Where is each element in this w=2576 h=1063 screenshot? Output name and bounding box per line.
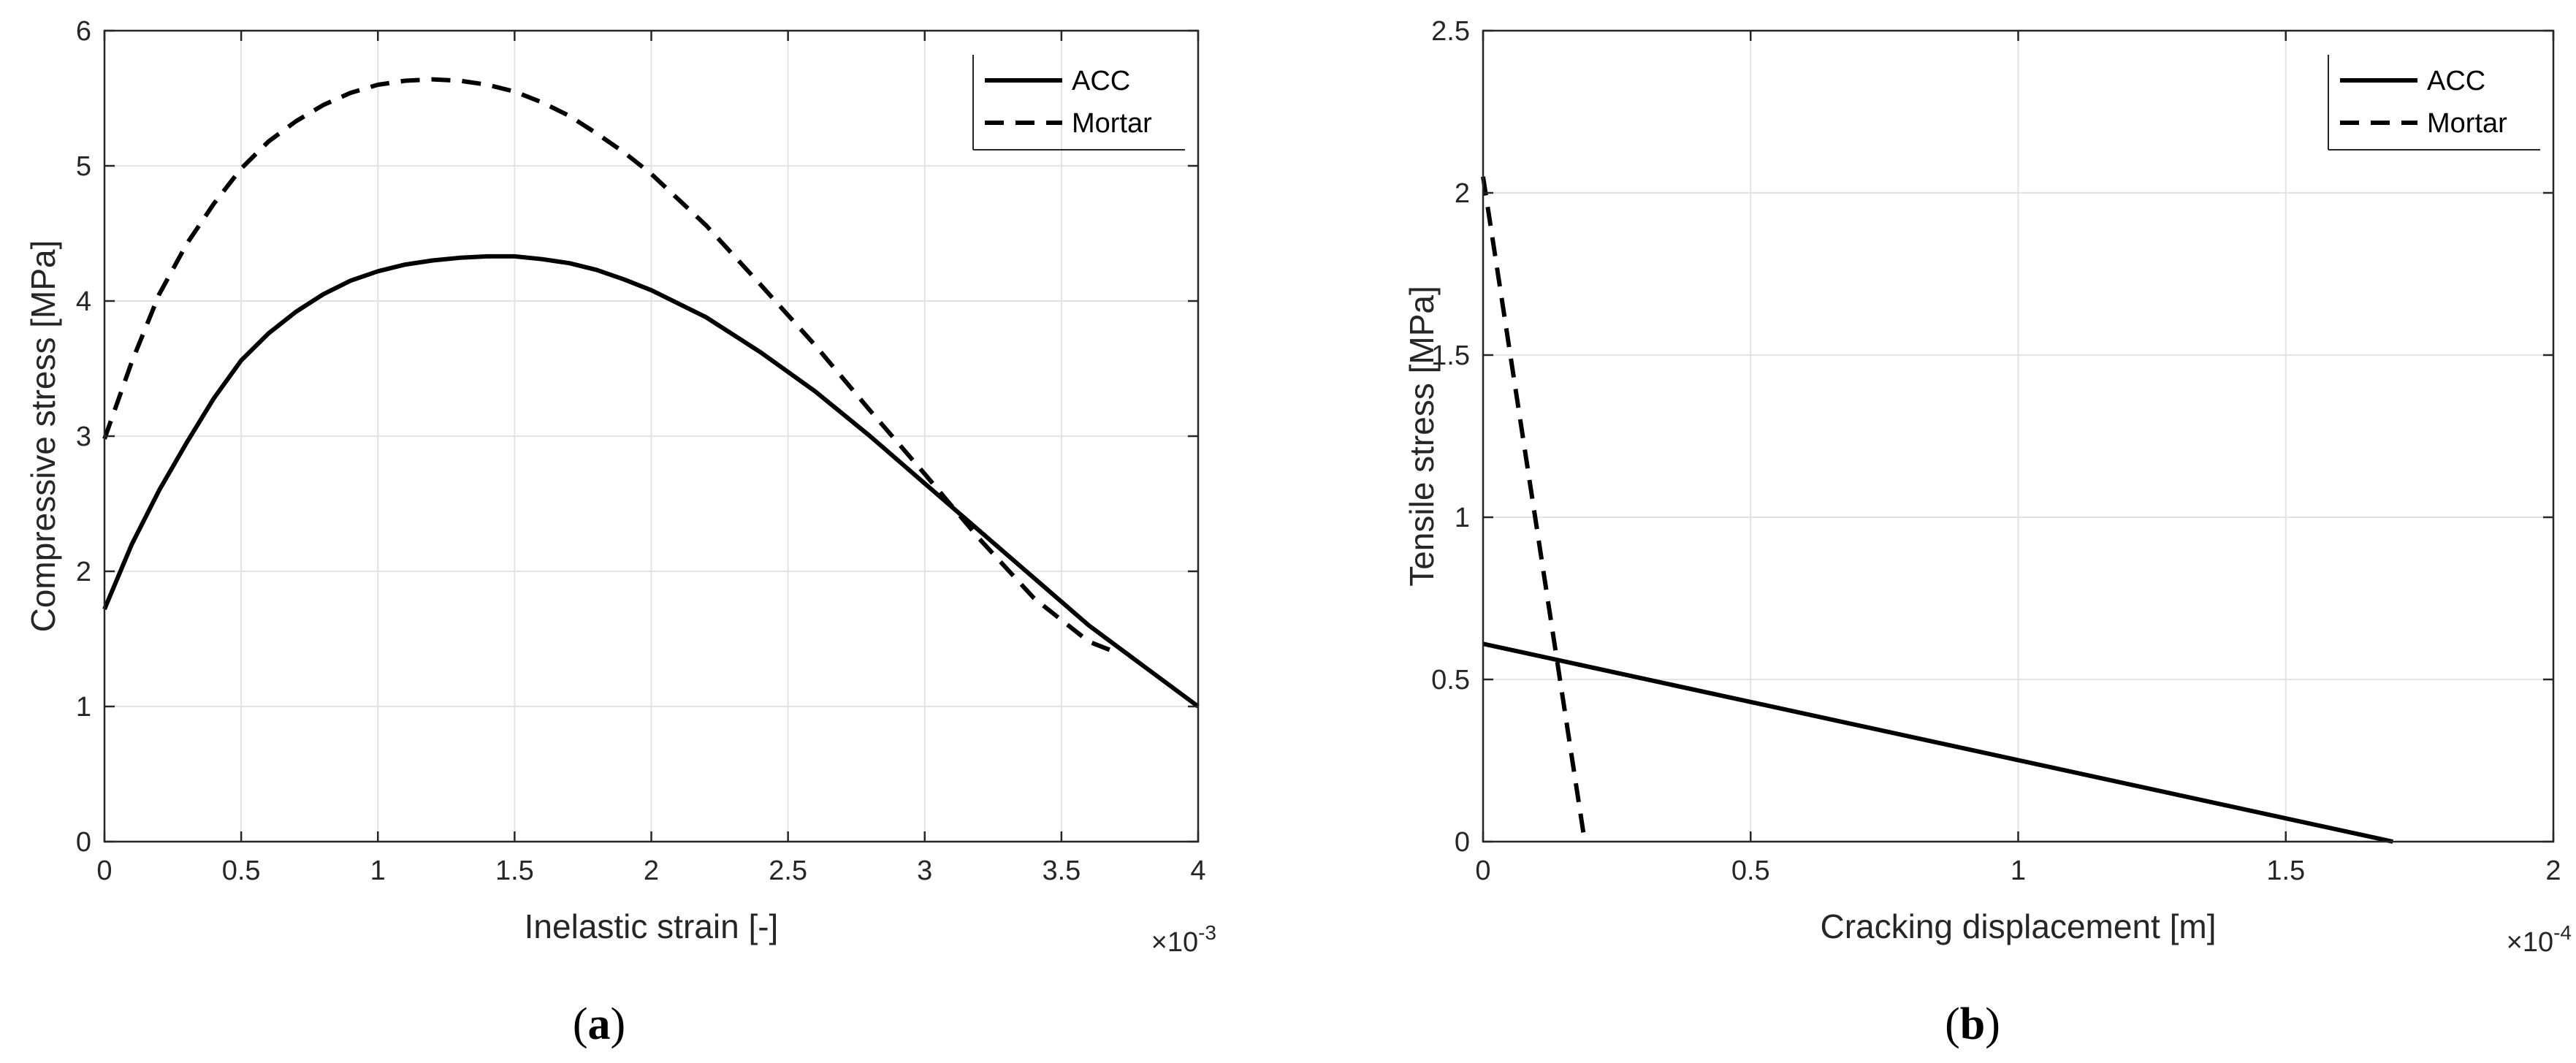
panel-a: 0 0.5 1 1.5 2 2.5 3 3.5 4 0 1 2 3 4 5 6 Inelastic strain…: [24, 16, 1216, 1049]
y-tick-label: 2.5: [1431, 16, 1470, 47]
y-tick-label: 2: [76, 557, 91, 587]
x-tick-label: 0.5: [222, 856, 261, 886]
x-tick-label: 1.5: [2266, 856, 2305, 886]
y-tick-label: 0.5: [1431, 665, 1470, 696]
x-tick-label: 2: [2545, 856, 2561, 886]
x-tick-label: 1: [2011, 856, 2026, 886]
legend-label-mortar: Mortar: [2427, 108, 2507, 139]
panel-label: (b): [1945, 999, 2000, 1049]
y-axis-label: Tensile stress [MPa]: [1403, 286, 1441, 587]
y-tick-label: 2: [1455, 178, 1470, 209]
y-tick-label: 1.5: [1431, 340, 1470, 371]
panel-b: 0 0.5 1 1.5 2 0 0.5 1 1.5 2 2.5 Cracking displaceme…: [1403, 16, 2572, 1049]
x-axis-label: Inelastic strain [-]: [525, 907, 779, 945]
y-tick-label: 1: [76, 692, 91, 723]
x-axis-label: Cracking displacement [m]: [1821, 907, 2217, 945]
x-axis-multiplier: ×10-4: [2507, 921, 2572, 958]
legend-label-acc: ACC: [2427, 66, 2485, 96]
y-tick-label: 4: [76, 286, 91, 317]
y-tick-label: 6: [76, 16, 91, 47]
series-line-acc: [102, 254, 1200, 709]
x-tick-label: 0: [1475, 856, 1490, 886]
y-tick-label: 0: [1455, 827, 1470, 858]
x-axis-multiplier: ×10-3: [1151, 921, 1216, 958]
x-tick-label: 3: [917, 856, 932, 886]
x-tick-label: 3.5: [1042, 856, 1081, 886]
y-axis-label: Compressive stress [MPa]: [24, 240, 62, 633]
panel-label: (a): [573, 999, 625, 1049]
y-tick-label: 5: [76, 151, 91, 182]
y-tick-label: 1: [1455, 503, 1470, 533]
y-tick-label: 0: [76, 827, 91, 858]
y-tick-label: 3: [76, 422, 91, 452]
x-tick-label: 2: [644, 856, 659, 886]
series-line-mortar: [102, 77, 1117, 655]
series-line-acc: [1482, 641, 2393, 844]
x-tick-label: 1: [370, 856, 386, 886]
x-tick-label: 0.5: [1731, 856, 1770, 886]
x-tick-label: 2.5: [769, 856, 807, 886]
legend-label-mortar: Mortar: [1072, 108, 1152, 139]
x-tick-label: 4: [1190, 856, 1205, 886]
x-tick-label: 1.5: [495, 856, 534, 886]
x-tick-label: 0: [96, 856, 112, 886]
series-line-mortar: [1481, 176, 1588, 842]
legend-label-acc: ACC: [1072, 66, 1130, 96]
